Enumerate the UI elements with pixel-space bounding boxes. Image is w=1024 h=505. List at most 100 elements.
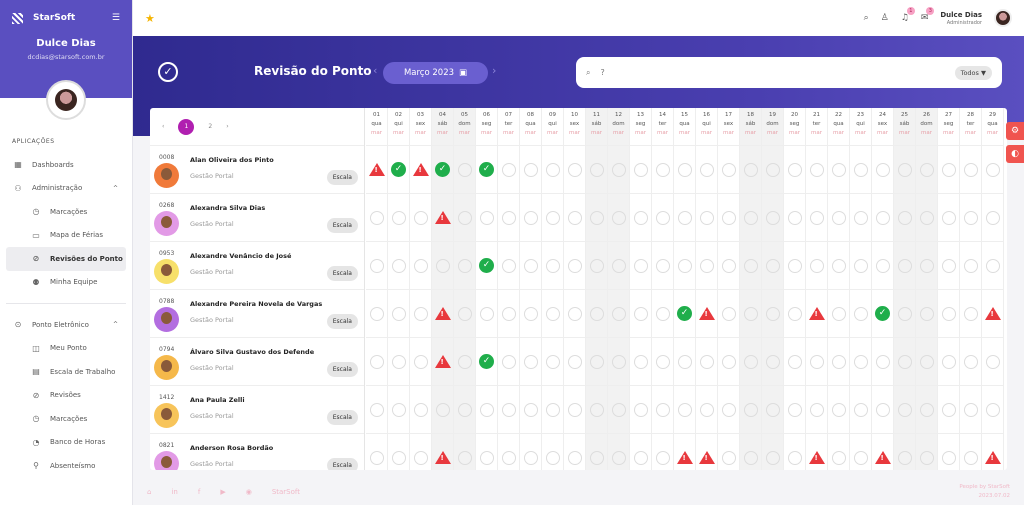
empty-circle-icon[interactable] — [963, 306, 978, 321]
day-cell[interactable] — [696, 385, 717, 433]
empty-circle-icon[interactable] — [765, 258, 780, 273]
day-cell[interactable] — [432, 385, 453, 433]
day-cell[interactable] — [828, 289, 849, 337]
prev-month-button[interactable]: ‹ — [373, 64, 378, 77]
warning-triangle-icon[interactable] — [698, 307, 715, 320]
empty-circle-icon[interactable] — [897, 354, 912, 369]
day-cell[interactable] — [872, 193, 893, 241]
chevron-up-icon[interactable]: ^ — [112, 321, 118, 329]
day-cell[interactable] — [674, 385, 695, 433]
escala-button[interactable]: Escala — [326, 266, 358, 281]
empty-circle-icon[interactable] — [523, 258, 538, 273]
escala-button[interactable]: Escala — [326, 170, 358, 185]
empty-circle-icon[interactable] — [743, 354, 758, 369]
empty-circle-icon[interactable] — [809, 162, 824, 177]
sidebar-item-ponto-eletronico[interactable]: ⊙ Ponto Eletrônico ^ — [0, 313, 132, 337]
day-cell[interactable] — [564, 241, 585, 289]
empty-circle-icon[interactable] — [875, 258, 890, 273]
day-cell[interactable] — [476, 433, 497, 470]
empty-circle-icon[interactable] — [523, 162, 538, 177]
empty-circle-icon[interactable] — [699, 210, 714, 225]
empty-circle-icon[interactable] — [897, 306, 912, 321]
sidebar-item-meu-ponto[interactable]: ◫ Meu Ponto — [0, 337, 132, 361]
day-cell[interactable] — [938, 385, 959, 433]
day-cell[interactable] — [784, 193, 805, 241]
empty-circle-icon[interactable] — [919, 354, 934, 369]
day-cell[interactable] — [982, 433, 1003, 470]
day-cell[interactable] — [520, 145, 541, 193]
empty-circle-icon[interactable] — [831, 450, 846, 465]
empty-circle-icon[interactable] — [985, 162, 1000, 177]
day-cell[interactable] — [608, 385, 629, 433]
day-cell[interactable] — [542, 193, 563, 241]
empty-circle-icon[interactable] — [743, 450, 758, 465]
day-cell[interactable] — [740, 289, 761, 337]
day-cell[interactable] — [608, 241, 629, 289]
day-cell[interactable] — [608, 433, 629, 470]
day-cell[interactable] — [960, 193, 981, 241]
empty-circle-icon[interactable] — [457, 306, 472, 321]
empty-circle-icon[interactable] — [589, 258, 604, 273]
empty-circle-icon[interactable] — [545, 306, 560, 321]
day-cell[interactable] — [410, 289, 431, 337]
empty-circle-icon[interactable] — [919, 306, 934, 321]
empty-circle-icon[interactable] — [501, 258, 516, 273]
day-cell[interactable] — [564, 193, 585, 241]
day-cell[interactable] — [960, 337, 981, 385]
empty-circle-icon[interactable] — [875, 162, 890, 177]
warning-triangle-icon[interactable] — [434, 355, 451, 368]
settings-gear-icon[interactable]: ⚙ — [1006, 122, 1024, 140]
day-cell[interactable] — [542, 145, 563, 193]
day-cell[interactable] — [476, 193, 497, 241]
empty-circle-icon[interactable] — [853, 354, 868, 369]
empty-circle-icon[interactable] — [523, 354, 538, 369]
prev-page-button[interactable]: ‹ — [162, 123, 165, 130]
sidebar-item-revisoes-do-ponto[interactable]: ⊘ Revisões do Ponto — [6, 247, 126, 271]
day-cell[interactable]: ✓ — [674, 289, 695, 337]
day-cell[interactable] — [498, 289, 519, 337]
day-cell[interactable] — [674, 433, 695, 470]
day-cell[interactable] — [916, 289, 937, 337]
day-cell[interactable] — [454, 385, 475, 433]
day-cell[interactable] — [916, 145, 937, 193]
day-cell[interactable] — [476, 385, 497, 433]
day-cell[interactable] — [652, 289, 673, 337]
empty-circle-icon[interactable] — [457, 210, 472, 225]
day-cell[interactable]: ✓ — [872, 289, 893, 337]
day-cell[interactable] — [806, 193, 827, 241]
empty-circle-icon[interactable] — [941, 210, 956, 225]
empty-circle-icon[interactable] — [941, 162, 956, 177]
day-cell[interactable] — [542, 433, 563, 470]
day-cell[interactable] — [696, 145, 717, 193]
day-cell[interactable] — [652, 193, 673, 241]
empty-circle-icon[interactable] — [457, 450, 472, 465]
day-cell[interactable] — [454, 337, 475, 385]
empty-circle-icon[interactable] — [699, 402, 714, 417]
day-cell[interactable] — [696, 193, 717, 241]
empty-circle-icon[interactable] — [963, 402, 978, 417]
warning-triangle-icon[interactable] — [808, 451, 825, 464]
check-circle-icon[interactable]: ✓ — [391, 162, 406, 177]
check-circle-icon[interactable]: ✓ — [479, 354, 494, 369]
employee-row[interactable]: 0953 Alexandre Venâncio de José Gestão Por… — [150, 241, 364, 289]
empty-circle-icon[interactable] — [875, 210, 890, 225]
empty-circle-icon[interactable] — [391, 210, 406, 225]
day-cell[interactable] — [718, 289, 739, 337]
empty-circle-icon[interactable] — [897, 210, 912, 225]
day-cell[interactable]: ✓ — [476, 241, 497, 289]
day-cell[interactable] — [564, 337, 585, 385]
day-cell[interactable] — [630, 241, 651, 289]
day-cell[interactable] — [520, 241, 541, 289]
day-cell[interactable] — [388, 337, 409, 385]
empty-circle-icon[interactable] — [765, 450, 780, 465]
day-cell[interactable] — [674, 337, 695, 385]
empty-circle-icon[interactable] — [435, 258, 450, 273]
day-cell[interactable] — [916, 433, 937, 470]
empty-circle-icon[interactable] — [391, 258, 406, 273]
day-cell[interactable] — [784, 145, 805, 193]
day-cell[interactable] — [586, 289, 607, 337]
day-cell[interactable] — [476, 289, 497, 337]
empty-circle-icon[interactable] — [633, 450, 648, 465]
empty-circle-icon[interactable] — [985, 210, 1000, 225]
empty-circle-icon[interactable] — [501, 450, 516, 465]
